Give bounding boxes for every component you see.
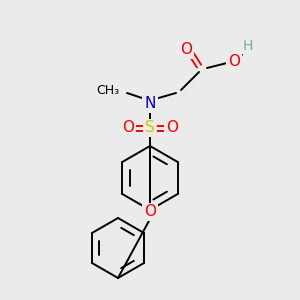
Text: O: O	[228, 55, 240, 70]
Text: N: N	[144, 97, 156, 112]
Text: O: O	[144, 205, 156, 220]
Text: H: H	[243, 39, 253, 53]
Text: CH₃: CH₃	[96, 83, 119, 97]
Text: S: S	[145, 121, 155, 136]
Text: O: O	[180, 43, 192, 58]
Text: O: O	[166, 121, 178, 136]
Text: O: O	[122, 121, 134, 136]
